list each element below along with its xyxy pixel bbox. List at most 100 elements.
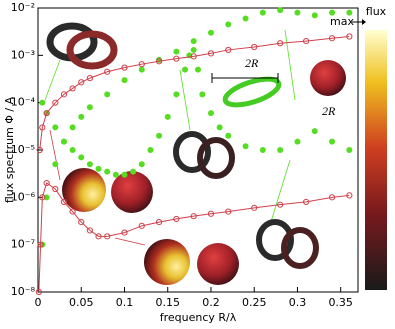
- data-point: [104, 168, 111, 175]
- y-tick-label: 10⁻⁴: [11, 96, 36, 109]
- data-point: [104, 68, 111, 75]
- data-point: [78, 218, 85, 226]
- y-tick-label: 10⁻⁸: [11, 285, 36, 298]
- data-point: [277, 40, 284, 47]
- data-point: [52, 99, 59, 106]
- connector: [114, 237, 146, 246]
- data-point: [329, 138, 336, 145]
- x-tick-label: 0.35: [328, 296, 353, 309]
- insets: 2R 2R max flux: [44, 5, 387, 290]
- connector: [179, 69, 191, 131]
- data-point: [43, 110, 50, 117]
- data-point: [328, 35, 336, 42]
- data-point: [190, 46, 197, 53]
- data-point: [60, 91, 68, 98]
- data-point: [199, 91, 206, 98]
- data-point: [303, 198, 310, 206]
- data-point: [294, 138, 301, 145]
- data-point: [138, 61, 145, 68]
- x-tick-label: 0.2: [202, 296, 220, 309]
- data-point: [207, 29, 214, 36]
- data-point: [78, 113, 85, 120]
- connector: [49, 129, 61, 181]
- data-point: [37, 241, 44, 248]
- y-tick-label: 10⁻⁶: [11, 190, 36, 203]
- y-tick-label: 10⁻³: [11, 48, 35, 61]
- x-tick-label: 0.3: [289, 296, 307, 309]
- data-point: [35, 288, 42, 296]
- data-point: [311, 12, 318, 19]
- data-point: [86, 75, 93, 82]
- data-point: [225, 132, 232, 139]
- data-point: [138, 222, 145, 229]
- data-point: [346, 192, 353, 199]
- data-point: [303, 37, 310, 45]
- data-point: [86, 227, 93, 234]
- x-tick-label: 0.15: [155, 296, 180, 309]
- data-point: [242, 143, 249, 150]
- data-point: [130, 168, 137, 175]
- data-point: [147, 147, 154, 153]
- data-point: [104, 91, 111, 98]
- data-point: [43, 194, 50, 201]
- colorbar-label: flux: [366, 5, 387, 18]
- data-point: [78, 154, 85, 161]
- sphere: [144, 239, 190, 285]
- data-point: [155, 218, 163, 226]
- data-point: [207, 110, 214, 117]
- data-point: [121, 77, 128, 84]
- data-point: [69, 124, 76, 131]
- x-tick-label: 0.05: [69, 296, 94, 309]
- connector: [44, 59, 61, 101]
- series-line: [38, 182, 350, 293]
- data-point: [60, 138, 67, 145]
- data-point: [251, 204, 258, 211]
- torus: [173, 131, 211, 173]
- data-point: [39, 99, 46, 106]
- data-point: [52, 161, 59, 168]
- x-tick-label: 0.25: [242, 296, 267, 309]
- connector: [284, 29, 296, 101]
- data-point: [36, 146, 43, 154]
- data-point: [190, 53, 197, 60]
- y-tick-label: 10⁻⁵: [11, 143, 35, 156]
- data-point: [121, 229, 128, 236]
- data-point: [182, 66, 189, 73]
- y-axis-label: flux spectrum Φ / A: [3, 96, 16, 203]
- data-point: [173, 48, 180, 55]
- data-point: [277, 7, 284, 14]
- data-point: [346, 147, 353, 153]
- data-point: [259, 9, 266, 16]
- annotation: 2R: [245, 56, 259, 70]
- torus: [256, 219, 294, 261]
- arrow-head: [362, 19, 366, 25]
- data-point: [52, 124, 59, 131]
- data-point: [60, 198, 68, 206]
- data-point: [69, 208, 76, 215]
- data-point: [207, 50, 215, 57]
- data-point: [121, 171, 128, 178]
- data-point: [173, 215, 180, 223]
- data-point: [328, 194, 336, 201]
- data-point: [190, 38, 197, 45]
- torus-green: [222, 76, 282, 108]
- sphere: [197, 243, 239, 285]
- y-tick-label: 10⁻²: [11, 1, 35, 14]
- data-point: [112, 171, 119, 178]
- data-point: [138, 161, 145, 168]
- data-point: [242, 15, 249, 22]
- data-point: [69, 85, 76, 92]
- data-point: [138, 66, 145, 73]
- data-point: [294, 9, 301, 16]
- data-point: [95, 233, 102, 240]
- data-point: [43, 179, 50, 187]
- data-point: [39, 194, 46, 201]
- x-axis-label: frequency R/λ: [160, 311, 237, 324]
- x-tick-label: 0.1: [116, 296, 134, 309]
- data-point: [155, 58, 163, 65]
- data-point: [216, 124, 223, 131]
- y-tick-label: 10⁻⁷: [11, 238, 35, 251]
- data-point: [86, 104, 93, 111]
- data-point: [277, 147, 284, 153]
